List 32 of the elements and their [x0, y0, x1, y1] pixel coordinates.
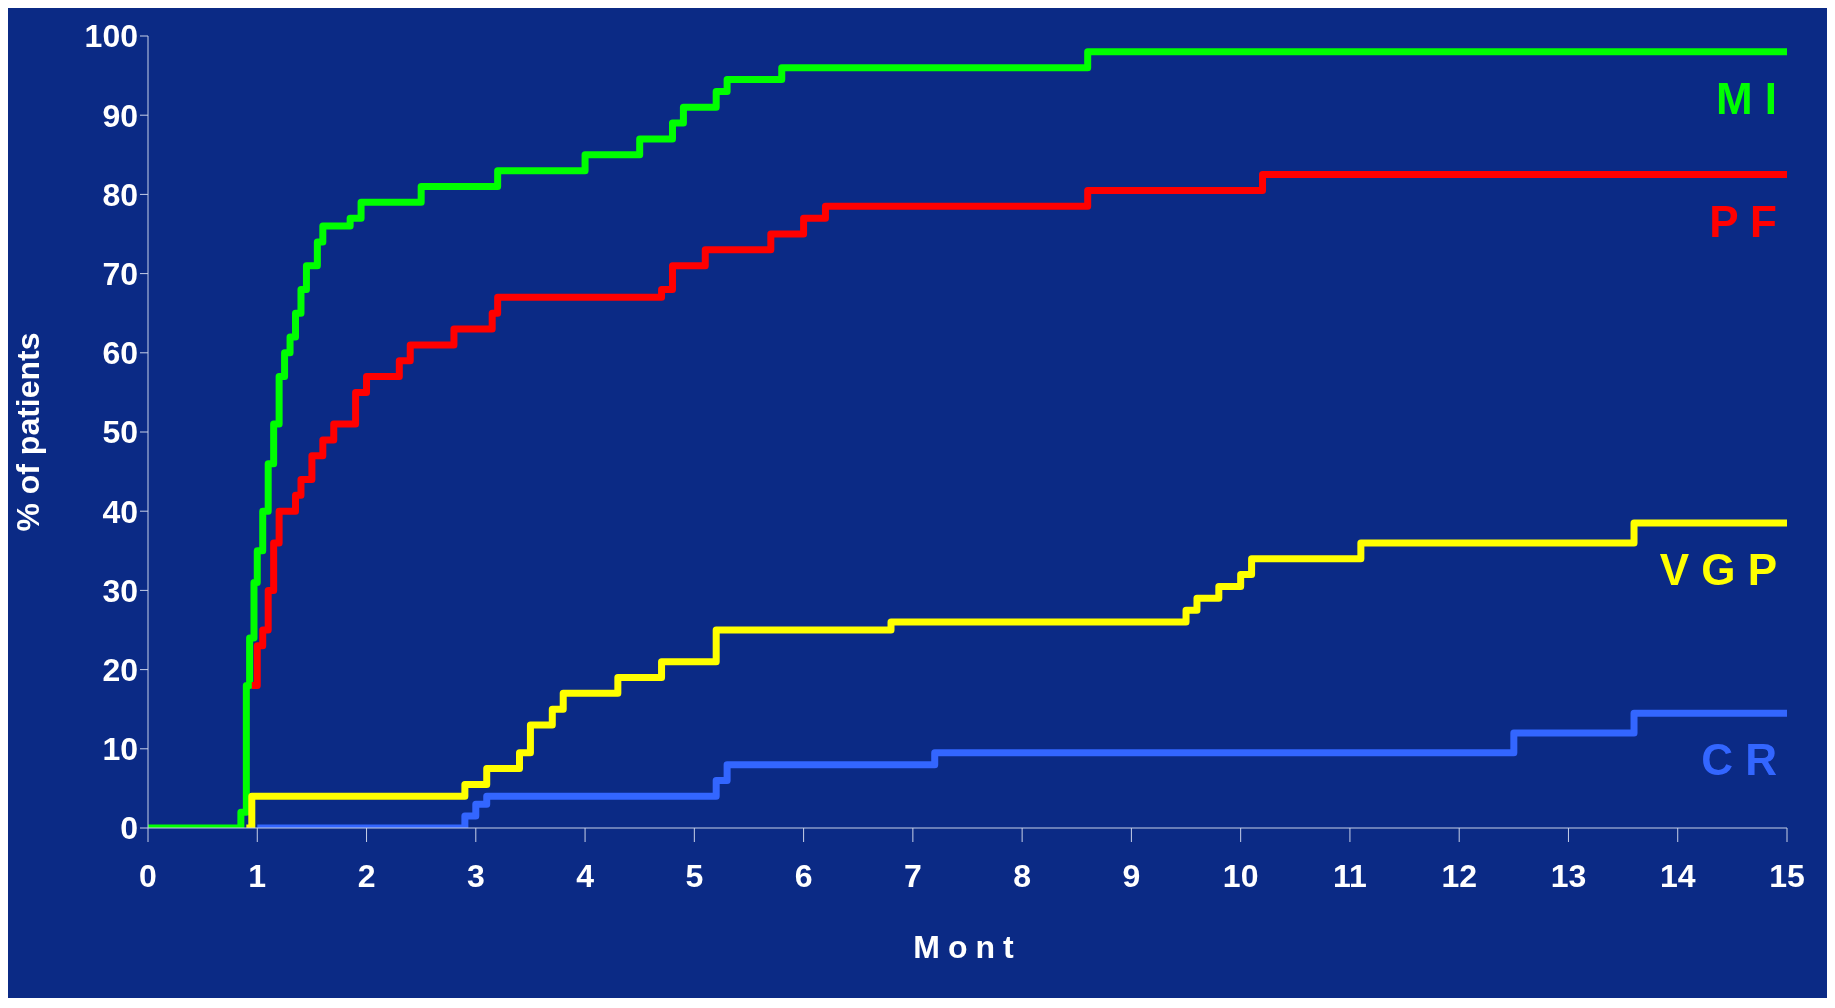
- y-tick-label: 90: [102, 97, 138, 134]
- y-tick-label: 70: [102, 255, 138, 292]
- x-tick-label: 15: [1769, 857, 1805, 894]
- x-tick-label: 10: [1222, 857, 1259, 894]
- series-label: V G P: [1659, 545, 1777, 595]
- x-tick-label: 8: [1013, 857, 1032, 894]
- y-tick-label: 30: [102, 572, 138, 609]
- series-label: P F: [1709, 196, 1777, 246]
- y-tick-label: 50: [102, 414, 138, 451]
- y-tick-label: 100: [84, 18, 138, 55]
- x-tick-label: 12: [1441, 857, 1477, 894]
- x-tick-label: 9: [1122, 857, 1141, 894]
- y-tick-label: 60: [102, 335, 138, 372]
- series-label: C R: [1701, 735, 1777, 785]
- x-tick-label: 14: [1659, 857, 1696, 894]
- y-tick-label: 0: [120, 810, 138, 847]
- y-tick-label: 20: [102, 651, 138, 688]
- y-axis-title: % of patients: [10, 332, 47, 532]
- y-tick-label: 40: [102, 493, 138, 530]
- y-tick-label: 10: [102, 731, 138, 768]
- x-tick-label: 7: [903, 857, 922, 894]
- x-tick-label: 4: [576, 857, 595, 894]
- series-label: M I: [1715, 73, 1777, 123]
- x-tick-label: 5: [685, 857, 704, 894]
- x-tick-label: 6: [794, 857, 813, 894]
- x-tick-label: 1: [248, 857, 267, 894]
- y-tick-label: 80: [102, 176, 138, 213]
- x-tick-label: 11: [1333, 857, 1367, 894]
- x-axis-title: Mont: [913, 929, 1022, 965]
- x-tick-label: 3: [466, 857, 485, 894]
- x-tick-label: 2: [357, 857, 376, 894]
- x-tick-label: 13: [1550, 857, 1587, 894]
